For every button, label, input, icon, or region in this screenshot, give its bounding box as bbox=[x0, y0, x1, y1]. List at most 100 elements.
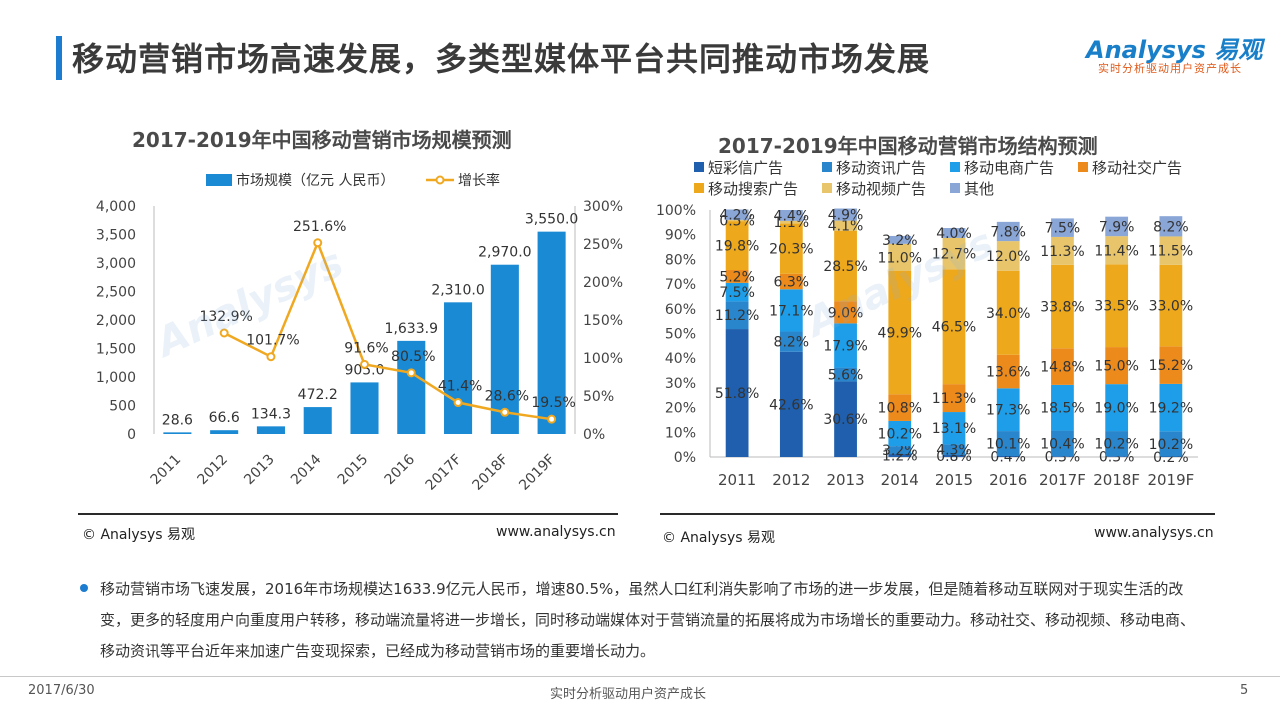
chart2-legend-swatch-4 bbox=[694, 183, 704, 193]
market-size-chart: 0 500 1,000 1,500 2,000 2,500 3,000 3,500 4,000 0… bbox=[96, 172, 623, 494]
segment-2017F-4 bbox=[1051, 264, 1074, 349]
chart1-y-tick: 1,000 bbox=[96, 370, 136, 386]
segment-2019F-4 bbox=[1159, 264, 1183, 347]
segment-label: 8.2% bbox=[1153, 219, 1189, 235]
segment-2014-3 bbox=[888, 394, 912, 421]
chart2-legend-label-1: 移动资讯广告 bbox=[836, 159, 926, 177]
chart1-x-tick: 2018F bbox=[469, 452, 511, 494]
segment-2016-6 bbox=[996, 221, 1020, 242]
segment-label: 4.1% bbox=[828, 219, 864, 235]
chart2-x-tick: 2015 bbox=[935, 471, 973, 489]
chart2-legend-swatch-1 bbox=[822, 162, 832, 172]
segment-2013-0 bbox=[834, 381, 857, 457]
segment-2013-3 bbox=[834, 301, 857, 324]
segment-2018F-5 bbox=[1105, 236, 1129, 265]
bar-2018F bbox=[490, 264, 519, 434]
segment-2019F-1 bbox=[1159, 431, 1183, 457]
chart2-legend-swatch-2 bbox=[950, 162, 960, 172]
segment-label: 33.0% bbox=[1149, 299, 1193, 315]
chart1-url: www.analysys.cn bbox=[496, 524, 616, 540]
chart2-y-tick: 10% bbox=[665, 425, 696, 441]
chart2-x-tick: 2014 bbox=[881, 471, 919, 489]
chart1-y-tick: 0 bbox=[127, 427, 136, 443]
chart1-x-tick: 2017F bbox=[423, 452, 465, 494]
segment-label: 11.0% bbox=[878, 250, 922, 266]
segment-2014-1 bbox=[888, 446, 912, 455]
segment-2017F-0 bbox=[1051, 456, 1074, 457]
segment-label: 11.3% bbox=[932, 391, 976, 407]
chart1-title: 2017-2019年中国移动营销市场规模预测 bbox=[132, 128, 512, 152]
bar-label: 2,970.0 bbox=[478, 245, 531, 261]
bar-2016 bbox=[397, 340, 426, 434]
segment-label: 11.4% bbox=[1094, 243, 1138, 259]
bar-2017F bbox=[444, 302, 473, 434]
chart1-y-tick: 4,000 bbox=[96, 199, 136, 215]
segment-2017F-1 bbox=[1051, 430, 1074, 457]
chart2-legend-label-0: 短彩信广告 bbox=[708, 159, 783, 177]
bar-2011 bbox=[163, 432, 192, 434]
chart2-y-tick: 40% bbox=[665, 351, 696, 367]
chart1-y2-tick: 50% bbox=[583, 389, 614, 405]
segment-2016-3 bbox=[996, 354, 1020, 389]
chart2-y-tick: 50% bbox=[665, 327, 696, 343]
segment-label: 8.2% bbox=[774, 335, 810, 351]
title-accent-bar bbox=[56, 36, 62, 80]
segment-label: 4.9% bbox=[828, 208, 864, 224]
bar-2013 bbox=[256, 426, 285, 434]
chart1-x-tick: 2013 bbox=[241, 452, 278, 489]
segment-label: 7.9% bbox=[1099, 219, 1135, 235]
chart2-y-tick: 60% bbox=[665, 302, 696, 318]
segment-2015-6 bbox=[942, 228, 966, 238]
chart1-y2-tick: 300% bbox=[583, 199, 623, 215]
segment-label: 11.2% bbox=[715, 308, 759, 324]
chart1-y-tick: 3,000 bbox=[96, 256, 136, 272]
segment-2015-0 bbox=[942, 455, 966, 457]
chart1-legend-bar-label: 市场规模（亿元 人民币） bbox=[236, 172, 394, 189]
segment-2011-5 bbox=[725, 219, 749, 222]
chart2-legend-swatch-3 bbox=[1078, 162, 1088, 172]
chart2-x-tick: 2016 bbox=[989, 471, 1027, 489]
chart1-x-tick: 2019F bbox=[516, 452, 558, 494]
segment-label: 4.0% bbox=[936, 226, 972, 242]
segment-label: 17.9% bbox=[823, 338, 867, 354]
segment-2011-0 bbox=[725, 329, 749, 457]
segment-label: 11.5% bbox=[1149, 244, 1193, 260]
chart2-url: www.analysys.cn bbox=[1094, 525, 1214, 541]
growth-label: 19.5% bbox=[531, 395, 575, 411]
chart2-x-tick: 2018F bbox=[1093, 471, 1140, 489]
segment-label: 3.2% bbox=[882, 443, 918, 459]
chart2-divider bbox=[660, 513, 1215, 515]
segment-2017F-3 bbox=[1051, 348, 1074, 385]
chart2-y-tick: 20% bbox=[665, 401, 696, 417]
growth-label: 91.6% bbox=[344, 340, 388, 356]
segment-2015-5 bbox=[942, 237, 966, 270]
logo-slogan: 实时分析驱动用户资产成长 bbox=[1098, 62, 1242, 75]
segment-2012-1 bbox=[779, 331, 803, 352]
segment-label: 5.2% bbox=[719, 269, 755, 285]
bar-label: 472.2 bbox=[298, 387, 338, 403]
chart2-legend-label-2: 移动电商广告 bbox=[964, 159, 1054, 177]
summary-text: 移动营销市场飞速发展，2016年市场规模达1633.9亿元人民币，增速80.5%… bbox=[100, 580, 1196, 660]
segment-2015-4 bbox=[942, 269, 966, 385]
segment-2019F-2 bbox=[1159, 383, 1183, 432]
segment-label: 28.5% bbox=[823, 259, 867, 275]
segment-label: 19.0% bbox=[1094, 401, 1138, 417]
bar-2014 bbox=[303, 407, 332, 434]
segment-2014-6 bbox=[888, 235, 912, 244]
page-title: 移动营销市场高速发展，多类型媒体平台共同推动市场发展 bbox=[72, 40, 931, 78]
segment-label: 10.8% bbox=[878, 401, 922, 417]
chart1-y2-tick: 250% bbox=[583, 237, 623, 253]
page-number: 5 bbox=[1240, 683, 1249, 698]
segment-label: 4.3% bbox=[936, 443, 972, 459]
segment-2013-5 bbox=[834, 220, 857, 231]
segment-label: 7.8% bbox=[990, 224, 1026, 240]
growth-label: 251.6% bbox=[293, 219, 346, 235]
segment-2016-5 bbox=[996, 241, 1020, 271]
segment-label: 17.3% bbox=[986, 403, 1030, 419]
segment-2015-2 bbox=[942, 412, 966, 445]
segment-2016-4 bbox=[996, 270, 1020, 355]
segment-2015-1 bbox=[942, 444, 966, 456]
growth-point-2012 bbox=[219, 328, 229, 338]
segment-2011-1 bbox=[725, 301, 749, 330]
